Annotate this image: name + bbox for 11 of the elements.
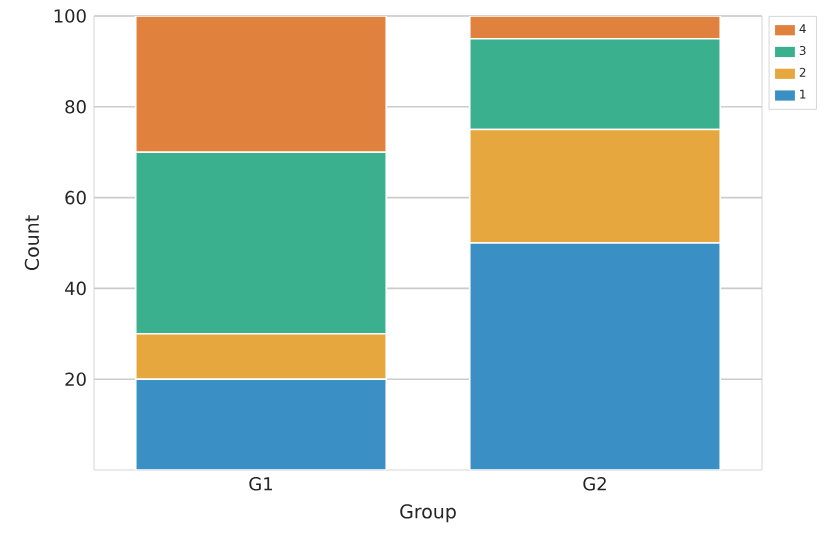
y-tick-label: 40 <box>65 281 86 296</box>
y-tick-label: 60 <box>65 190 86 205</box>
y-axis-title: Count <box>24 215 40 271</box>
x-tick-label: G2 <box>583 477 606 491</box>
x-axis-title: Group <box>400 504 456 523</box>
y-tick-label: 20 <box>65 372 86 386</box>
x-tick-label: G1 <box>249 477 272 491</box>
y-tick-label: 80 <box>65 100 86 114</box>
bar <box>134 378 388 470</box>
bar <box>468 242 722 470</box>
y-tick-label: 100 <box>54 9 86 23</box>
